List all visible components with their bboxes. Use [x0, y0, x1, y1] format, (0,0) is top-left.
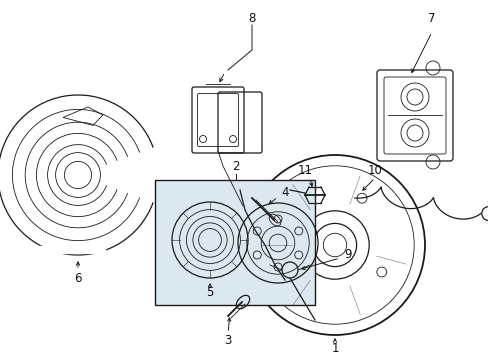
Text: 10: 10 — [367, 163, 382, 176]
FancyBboxPatch shape — [155, 180, 314, 305]
Text: 2: 2 — [232, 161, 239, 174]
Text: 8: 8 — [248, 12, 255, 24]
Text: 11: 11 — [297, 163, 312, 176]
Text: 4: 4 — [281, 186, 288, 199]
Text: 5: 5 — [206, 287, 213, 300]
Text: 7: 7 — [427, 12, 435, 24]
Text: 3: 3 — [224, 333, 231, 346]
Text: 6: 6 — [74, 271, 81, 284]
Text: 9: 9 — [344, 248, 351, 261]
Text: 1: 1 — [330, 342, 338, 355]
